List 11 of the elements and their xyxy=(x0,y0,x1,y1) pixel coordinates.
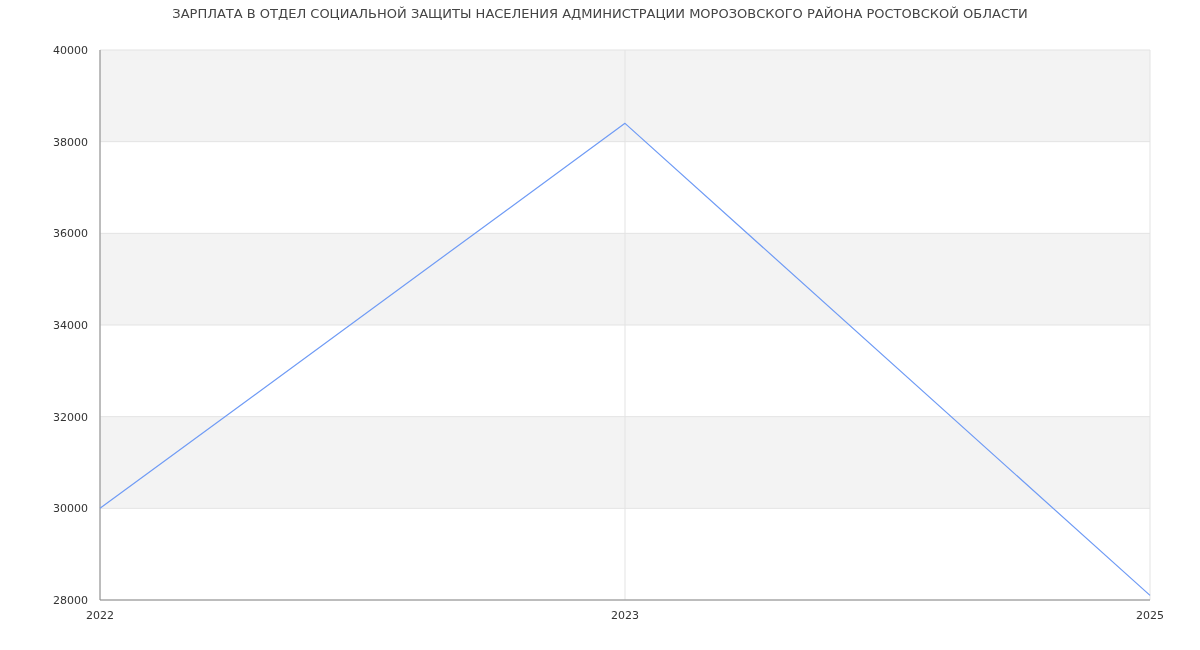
y-tick-label: 36000 xyxy=(53,227,88,241)
y-tick-label: 34000 xyxy=(53,319,88,332)
y-tick-label: 38000 xyxy=(53,135,88,149)
chart-title: ЗАРПЛАТА В ОТДЕЛ СОЦИАЛЬНОЙ ЗАЩИТЫ НАСЕЛЕНИЯ АДМИНИСТРАЦИИ МОРОЗОВСКОГО РАЙОНА РОСТОВСКОЙ ОБЛАСТИ xyxy=(172,6,1028,21)
y-tick-label: 32000 xyxy=(53,410,88,424)
y-tick-label: 30000 xyxy=(53,502,88,516)
x-tick-label: 2023 xyxy=(611,609,639,622)
x-tick-label: 2025 xyxy=(1136,609,1164,622)
y-tick-label: 40000 xyxy=(53,44,88,57)
y-tick-label: 28000 xyxy=(53,594,88,607)
x-tick-label: 2022 xyxy=(86,609,114,622)
